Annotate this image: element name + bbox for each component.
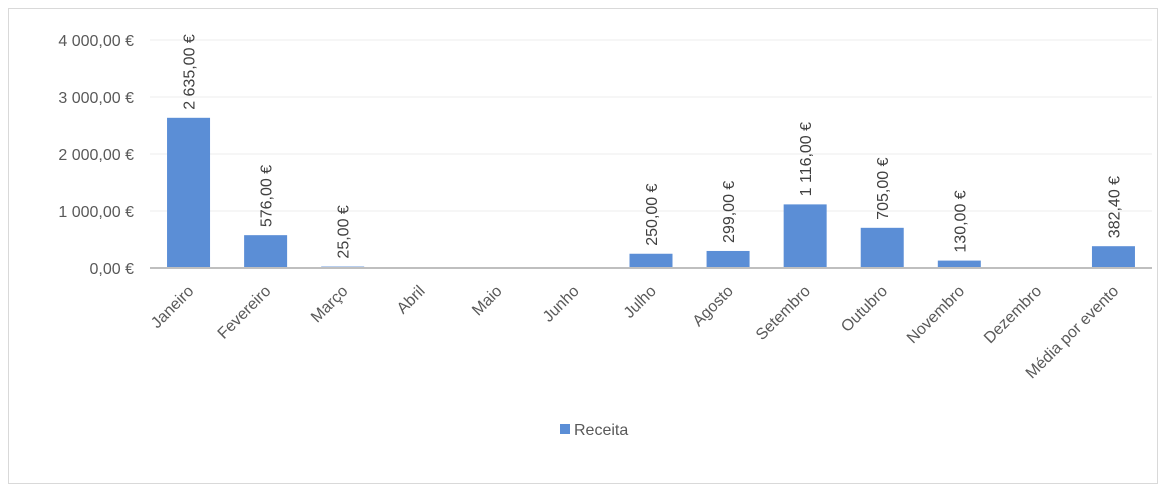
data-label: 1 116,00 € bbox=[798, 122, 815, 197]
x-tick-label: Janeiro bbox=[148, 283, 197, 332]
data-label: 705,00 € bbox=[875, 157, 892, 219]
data-label: 576,00 € bbox=[259, 165, 276, 227]
x-tick-label: Junho bbox=[540, 283, 583, 326]
data-label: 25,00 € bbox=[336, 205, 353, 258]
legend-label: Receita bbox=[574, 422, 628, 439]
x-tick-label: Setembro bbox=[753, 283, 814, 344]
x-tick-label: Novembro bbox=[904, 283, 968, 347]
bar bbox=[1091, 246, 1135, 268]
x-tick-label: Maio bbox=[469, 283, 506, 320]
x-tick-label: Março bbox=[308, 283, 352, 327]
x-tick-label: Abril bbox=[394, 283, 429, 318]
y-tick-label: 3 000,00 € bbox=[58, 90, 134, 107]
x-tick-label: Outubro bbox=[838, 283, 891, 336]
x-tick-label: Agosto bbox=[690, 283, 737, 330]
y-tick-label: 1 000,00 € bbox=[58, 204, 134, 221]
data-label: 130,00 € bbox=[952, 190, 969, 252]
bar bbox=[706, 250, 750, 268]
x-tick-label: Fevereiro bbox=[215, 283, 275, 343]
x-tick-label: Julho bbox=[621, 283, 660, 322]
data-label: 382,40 € bbox=[1106, 176, 1123, 238]
bar bbox=[937, 260, 981, 268]
data-label: 299,00 € bbox=[721, 181, 738, 243]
bar bbox=[629, 253, 673, 268]
y-tick-label: 4 000,00 € bbox=[58, 33, 134, 50]
legend: Receita bbox=[560, 422, 628, 439]
legend-swatch bbox=[560, 424, 570, 434]
data-label: 250,00 € bbox=[644, 183, 661, 245]
x-tick-label: Dezembro bbox=[981, 283, 1045, 347]
y-tick-label: 2 000,00 € bbox=[58, 147, 134, 164]
bar bbox=[167, 117, 211, 269]
bar bbox=[783, 204, 827, 268]
bar bbox=[860, 227, 904, 268]
bar bbox=[244, 235, 288, 268]
data-label: 2 635,00 € bbox=[182, 34, 199, 110]
y-tick-label: 0,00 € bbox=[90, 261, 135, 278]
